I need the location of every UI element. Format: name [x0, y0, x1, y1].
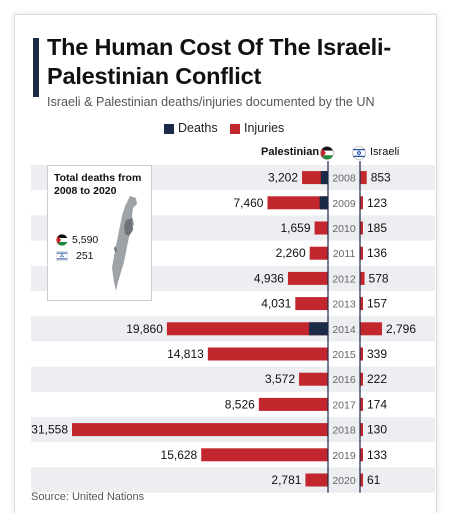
palestinian-injury-bar [72, 423, 328, 437]
israeli-value-label: 61 [367, 473, 381, 487]
israeli-value-label: 123 [367, 196, 387, 210]
israeli-injury-bar [360, 347, 363, 361]
palestinian-injury-bar [309, 246, 328, 260]
israeli-flag-icon [352, 146, 366, 160]
israeli-injury-bar [360, 423, 363, 437]
year-label: 2020 [332, 475, 356, 487]
israeli-flag-icon [56, 251, 68, 261]
palestinian-injury-bar [258, 397, 328, 411]
legend-injuries-swatch [230, 124, 240, 134]
row-band [31, 467, 435, 493]
palestinian-value-label: 4,031 [261, 297, 291, 311]
palestinian-flag-icon [320, 146, 334, 160]
year-label: 2018 [332, 425, 356, 437]
israeli-value-label: 339 [367, 347, 387, 361]
palestinian-value-label: 19,860 [126, 322, 163, 336]
palestinian-value-label: 4,936 [254, 271, 284, 285]
year-label: 2016 [332, 374, 356, 386]
palestinian-injury-bar [267, 196, 328, 210]
palestinian-value-label: 14,813 [167, 347, 204, 361]
palestinian-injury-bar [201, 448, 328, 462]
palestinian-flag-icon [56, 234, 68, 246]
palestinian-injury-bar [305, 473, 328, 487]
year-label: 2015 [332, 349, 356, 361]
israeli-injury-bar [360, 271, 365, 285]
palestinian-injury-bar [207, 347, 328, 361]
israeli-value-label: 133 [367, 448, 387, 462]
title-accent-bar [33, 38, 39, 97]
israeli-value-label: 853 [371, 171, 391, 185]
israeli-value-label: 174 [367, 397, 387, 411]
israeli-injury-bar [360, 448, 363, 462]
legend-deaths-label: Deaths [178, 121, 218, 135]
palestinian-injury-bar [295, 297, 328, 311]
israeli-injury-bar [360, 322, 382, 336]
palestinian-value-label: 2,260 [276, 246, 306, 260]
israel-map-icon [112, 196, 137, 291]
israeli-injury-bar [360, 297, 363, 311]
legend-deaths-swatch [164, 124, 174, 134]
year-label: 2019 [332, 450, 356, 462]
israeli-injury-bar [360, 171, 367, 185]
israeli-injury-bar [360, 196, 363, 210]
year-label: 2010 [332, 223, 356, 235]
palestinian-value-label: 7,460 [233, 196, 263, 210]
israeli-value-label: 136 [367, 246, 387, 260]
palestinian-injury-bar [314, 221, 328, 235]
total-deaths-inset: Total deaths from 2008 to 2020 5,590 251 [47, 165, 152, 301]
palestinian-death-bar [319, 196, 328, 210]
source-note: Source: United Nations [31, 491, 145, 503]
israeli-injury-bar [360, 397, 363, 411]
inset-title: Total deaths from 2008 to 2020 [54, 172, 142, 197]
israeli-value-label: 157 [367, 297, 387, 311]
palestinian-death-bar [320, 171, 328, 185]
chart-subtitle: Israeli & Palestinian deaths/injuries do… [47, 95, 375, 109]
israeli-value-label: 222 [367, 372, 387, 386]
column-header-palestinian: Palestinian [261, 146, 320, 158]
inset-israeli-value: 251 [76, 250, 94, 262]
israeli-value-label: 2,796 [386, 322, 416, 336]
year-label: 2014 [332, 324, 356, 336]
palestinian-value-label: 3,202 [268, 171, 298, 185]
row-band [31, 366, 435, 392]
year-label: 2008 [332, 173, 356, 185]
palestinian-value-label: 31,558 [31, 423, 68, 437]
israeli-value-label: 130 [367, 423, 387, 437]
chart-title: The Human Cost Of The Israeli-Palestinia… [47, 34, 391, 89]
palestinian-value-label: 8,526 [225, 397, 255, 411]
palestinian-injury-bar [287, 271, 328, 285]
year-label: 2017 [332, 399, 356, 411]
year-label: 2011 [333, 248, 356, 260]
inset-palestinian-value: 5,590 [72, 234, 99, 246]
palestinian-value-label: 15,628 [161, 448, 198, 462]
israeli-value-label: 578 [369, 271, 389, 285]
palestinian-value-label: 1,659 [281, 221, 311, 235]
palestinian-death-bar [309, 322, 328, 336]
year-label: 2012 [332, 273, 356, 285]
legend-injuries-label: Injuries [244, 121, 285, 135]
legend: Deaths Injuries [0, 121, 449, 137]
year-label: 2009 [332, 198, 356, 210]
israeli-injury-bar [360, 221, 363, 235]
israeli-injury-bar [360, 372, 363, 386]
israeli-value-label: 185 [367, 221, 387, 235]
palestinian-injury-bar [299, 372, 328, 386]
column-header-israeli: Israeli [370, 146, 400, 158]
palestinian-injury-bar [166, 322, 328, 336]
palestinian-value-label: 3,572 [265, 372, 295, 386]
israeli-injury-bar [360, 473, 363, 487]
palestinian-value-label: 2,781 [271, 473, 301, 487]
year-label: 2013 [332, 299, 356, 311]
israeli-injury-bar [360, 246, 363, 260]
